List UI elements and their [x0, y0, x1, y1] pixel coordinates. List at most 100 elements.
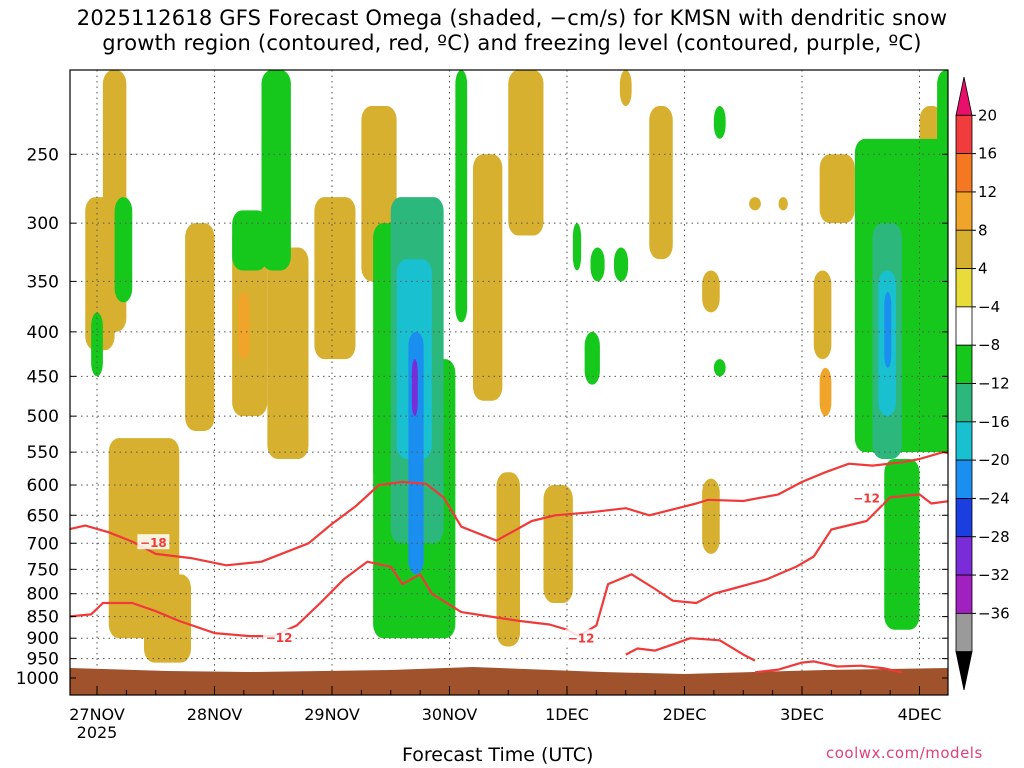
y-tick-label: 750 — [27, 560, 59, 580]
omega-region — [144, 574, 191, 663]
omega-region — [884, 292, 892, 368]
omega-region — [702, 478, 720, 554]
colorbar-band — [955, 191, 973, 231]
colorbar-bottom-arrow — [955, 651, 973, 691]
x-tick-label: 3DEC — [780, 705, 824, 724]
colorbar-band — [955, 153, 973, 193]
x-tick-label: 4DEC — [898, 705, 942, 724]
x-tick-year-label: 2025 — [77, 723, 118, 742]
colorbar-label: 4 — [978, 260, 988, 278]
colorbar-band — [955, 114, 973, 155]
colorbar-band — [955, 612, 973, 653]
colorbar-label: 20 — [978, 106, 997, 124]
omega-region — [590, 247, 605, 282]
dgz-contour-line — [625, 637, 756, 662]
colorbar-band — [955, 383, 973, 423]
contour-label-bg — [850, 489, 883, 505]
y-tick-label: 450 — [27, 367, 59, 387]
x-tick-label: 29NOV — [304, 705, 360, 724]
omega-region — [411, 359, 418, 417]
colorbar-band — [955, 344, 973, 384]
colorbar-band — [955, 498, 973, 538]
colorbar-label: 12 — [978, 183, 997, 201]
y-tick-label: 500 — [27, 407, 59, 427]
omega-region — [749, 197, 761, 211]
omega-region — [937, 70, 948, 155]
omega-region — [91, 312, 103, 377]
omega-region — [114, 197, 133, 303]
source-credit[interactable]: coolwx.com/models — [826, 744, 983, 762]
y-tick-label: 550 — [27, 443, 59, 463]
x-axis-title: Forecast Time (UTC) — [402, 744, 594, 766]
colorbar-band — [955, 536, 973, 576]
colorbar-band — [955, 268, 973, 308]
x-axis: 27NOV 28NOV 29NOV 30NOV 1DEC 2DEC 3DEC 4DEC 2025 — [69, 686, 941, 742]
omega-region — [508, 70, 544, 236]
colorbar-band — [955, 574, 973, 614]
omega-region — [543, 485, 573, 604]
dgz-contour-line — [70, 451, 948, 567]
colorbar-label: 8 — [978, 221, 988, 239]
y-tick-label: 850 — [27, 608, 59, 628]
y-tick-label: 950 — [27, 650, 59, 670]
contour-label: −12 — [266, 631, 293, 645]
chart-title-line-1: 2025112618 GFS Forecast Omega (shaded, −… — [76, 6, 948, 30]
omega-region — [819, 367, 832, 417]
dgz-contour-line — [754, 660, 903, 674]
dgz-contours: −18 −12 −12 −12 — [70, 451, 948, 674]
omega-region — [232, 210, 268, 271]
contour-label: −12 — [853, 491, 880, 505]
omega-region — [778, 197, 788, 211]
y-tick-label: 900 — [27, 629, 59, 649]
omega-region — [619, 70, 632, 107]
y-tick-label: 300 — [27, 214, 59, 234]
colorbar-label: −8 — [978, 336, 1000, 354]
y-tick-label: 600 — [27, 476, 59, 496]
contour-label-bg — [565, 629, 598, 645]
omega-region — [819, 154, 855, 224]
omega-region — [713, 359, 726, 377]
omega-region — [649, 106, 673, 260]
omega-region — [267, 247, 309, 459]
contour-label-bg — [263, 628, 296, 644]
omega-region — [238, 292, 250, 360]
y-tick-label: 800 — [27, 585, 59, 605]
x-tick-label: 1DEC — [545, 705, 589, 724]
omega-region — [496, 472, 520, 647]
x-tick-label: 27NOV — [69, 705, 125, 724]
omega-region — [854, 138, 948, 453]
omega-region — [584, 331, 600, 385]
omega-region — [261, 70, 291, 271]
y-tick-label: 400 — [27, 323, 59, 343]
colorbar-label: −4 — [978, 298, 1000, 316]
contour-label: −18 — [140, 536, 167, 550]
colorbar-band — [955, 229, 973, 269]
colorbar-label: −28 — [978, 528, 1010, 546]
colorbar-label: −24 — [978, 489, 1010, 507]
y-tick-label: 250 — [27, 145, 59, 165]
x-tick-label: 2DEC — [663, 705, 707, 724]
colorbar-label: 16 — [978, 145, 997, 163]
gridlines — [70, 70, 948, 695]
omega-region — [473, 154, 503, 401]
omega-region — [314, 197, 356, 360]
colorbar-band — [955, 306, 973, 346]
omega-region — [85, 197, 115, 351]
x-tick-label: 30NOV — [422, 705, 478, 724]
plot-frame — [69, 69, 949, 696]
omega-region — [884, 458, 920, 630]
colorbar-label: −16 — [978, 413, 1010, 431]
omega-region — [713, 106, 726, 139]
omega-region — [702, 270, 720, 313]
colorbar-label: −12 — [978, 375, 1010, 393]
colorbar-top-arrow — [955, 76, 973, 116]
contour-label: −12 — [568, 631, 595, 645]
y-axis: 2503003504004505005506006507007508008509… — [16, 145, 948, 689]
colorbar-band — [955, 459, 973, 499]
contour-label-bg — [137, 534, 170, 550]
omega-region — [185, 223, 215, 431]
y-tick-label: 700 — [27, 534, 59, 554]
colorbar-label: −36 — [978, 604, 1010, 622]
chart-title-line-2: growth region (contoured, red, ºC) and f… — [102, 31, 922, 55]
